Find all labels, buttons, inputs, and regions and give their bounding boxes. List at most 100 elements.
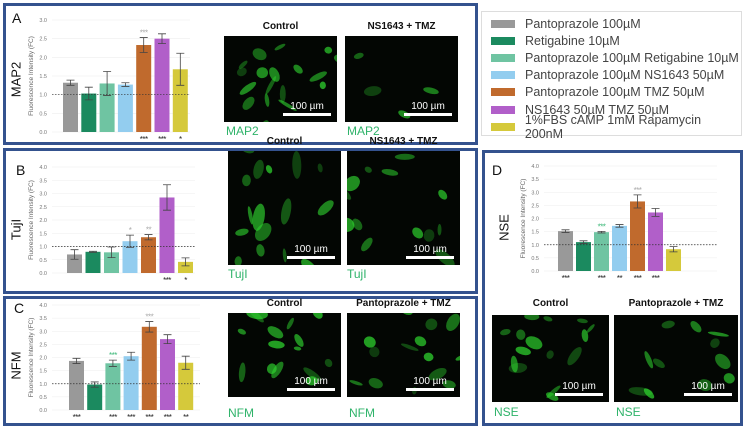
cell [455,354,460,361]
cell [252,48,267,61]
error-bar [126,234,134,248]
bar [558,231,573,271]
significance-top: *** [109,351,117,360]
cell [347,184,352,200]
cell [423,229,435,242]
cell [515,346,531,356]
cell [363,86,382,97]
significance-bottom: *** [158,135,166,144]
image-caption: MAP2 [347,124,380,138]
y-tick-label: 1.0 [39,382,47,388]
bar [87,384,103,410]
cell [381,168,399,176]
cell [446,313,460,331]
cell [271,361,284,379]
cell [425,318,438,331]
error-bar [579,240,588,244]
image-title: Control [266,298,303,309]
cell [414,336,427,347]
scale-label: 100 µm [413,376,447,387]
legend: Pantoprazole 100µM Retigabine 10µM Pantopr… [481,11,742,141]
cell [292,151,302,179]
significance-bottom: *** [145,413,153,422]
cell [423,87,439,95]
bar-chart-A: 0.0 0.5 1.0 1.5 2.0 2.5 3.0 Fluorescence Intens… [28,18,190,144]
cell-fluorescence [349,313,460,395]
scale-bar: 100 µm [287,244,335,259]
cell [361,237,373,252]
cell [545,392,559,401]
image-caption: TujI [228,267,248,281]
image-caption: NSE [616,405,641,419]
cell [500,328,511,336]
error-bar [107,246,116,259]
y-tick-label: 2.0 [39,356,47,362]
legend-swatch [491,53,515,62]
image-caption: NSE [494,405,519,419]
cell [253,159,264,179]
scale-label: 100 µm [691,381,725,392]
panel-b [3,148,478,294]
error-bar [72,357,81,364]
cell [576,318,588,324]
panel-c [3,296,478,426]
cell [690,321,702,333]
image-title: Control [266,136,303,147]
error-bar [121,82,130,87]
y-tick-label: 1.5 [531,230,539,236]
cell [252,203,265,231]
cell [364,166,372,173]
legend-item: Pantoprazole 100µM TMZ 50µM [491,84,741,101]
legend-swatch [491,36,515,45]
bar [136,45,152,132]
bar [141,237,156,273]
bar [123,356,139,410]
y-tick-label: 2.0 [531,217,539,223]
y-tick-label: 2.0 [39,55,47,61]
significance-bottom: * [179,135,182,144]
y-tick-label: 4.0 [39,303,47,309]
y-tick-label: 1.0 [531,243,539,249]
cell [265,165,273,174]
y-tick-label: 3.5 [531,177,539,183]
legend-item: Retigabine 10µM [491,32,741,49]
cell [368,378,383,389]
y-tick-label: 0.0 [39,271,47,277]
micrograph-treated: 100 µm [347,151,460,265]
cell-fluorescence [234,151,334,265]
error-bar [181,257,190,267]
cell-fluorescence [236,43,337,122]
cell [261,120,270,122]
significance-bottom: ** [183,413,189,422]
y-tick-label: 3.5 [39,316,47,322]
cell [242,174,251,187]
y-tick-label: 0.0 [39,408,47,414]
bar [117,84,133,132]
cell [394,153,415,160]
cell [293,346,302,351]
error-bar [651,208,660,217]
cell [256,67,269,79]
cell [241,151,255,154]
significance-bottom: *** [652,274,660,283]
panel-a [3,3,478,145]
significance-bottom: ** [617,274,623,283]
scale-line [684,393,732,396]
cell [347,217,355,233]
error-bar [70,249,79,260]
panel-letter: C [14,300,25,316]
cell [235,228,249,236]
legend-label: Pantoprazole 100µM NS1643 50µM [525,68,725,83]
scale-bar: 100 µm [404,101,452,116]
scale-bar: 100 µm [684,381,732,396]
bar [69,360,84,410]
y-tick-label: 2.5 [39,342,47,348]
legend-label: Retigabine 10µM [525,33,620,48]
cell [265,76,277,95]
legend-label: Pantoprazole 100µM Retigabine 10µM [525,50,739,65]
y-tick-label: 2.0 [39,218,47,224]
error-bar [66,79,75,86]
legend-label: 1%FBS cAMP 1mM Rapamycin 200nM [524,112,702,141]
cell [303,367,322,382]
cell [279,85,286,103]
